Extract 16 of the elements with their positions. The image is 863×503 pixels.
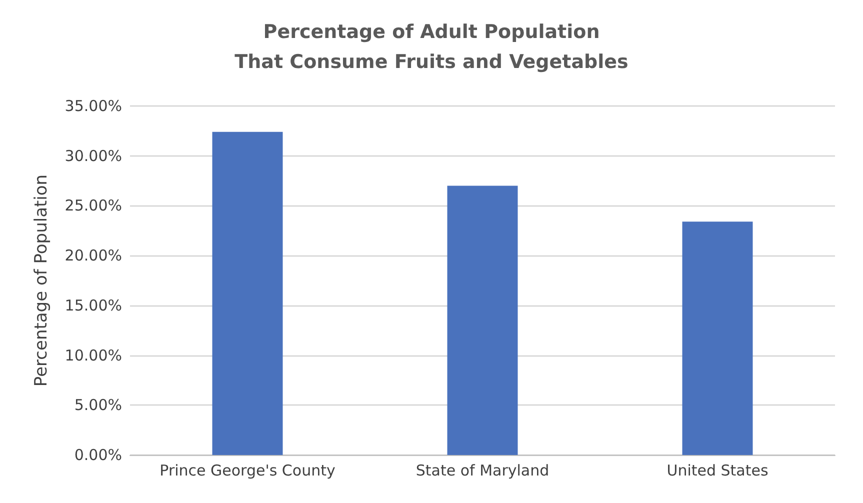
y-tick-label: 20.00% xyxy=(64,246,122,265)
y-axis-title: Percentage of Population xyxy=(32,174,52,387)
y-tick-label: 30.00% xyxy=(64,146,122,165)
bar xyxy=(447,186,518,455)
x-tick-label: State of Maryland xyxy=(416,462,550,480)
y-tick-label: 5.00% xyxy=(74,396,122,414)
y-tick-label: 0.00% xyxy=(74,446,122,464)
y-tick-label: 10.00% xyxy=(64,346,122,364)
x-tick-label: Prince George's County xyxy=(160,462,336,480)
x-tick-label: United States xyxy=(666,462,768,480)
y-tick-label: 25.00% xyxy=(64,196,122,215)
bar xyxy=(212,132,283,455)
y-tick-label: 15.00% xyxy=(64,296,122,314)
y-tick-label: 35.00% xyxy=(64,97,122,115)
chart-title: Percentage of Adult Population That Consume Fruits and Vegetables xyxy=(234,21,628,73)
bar xyxy=(682,222,753,455)
